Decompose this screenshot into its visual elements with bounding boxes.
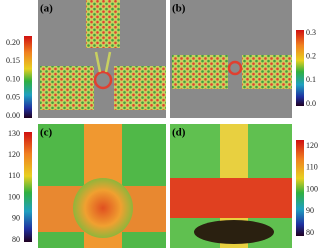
ring bbox=[227, 60, 243, 76]
colorbar-tick-label: 0.1 bbox=[306, 75, 316, 84]
colorbar-tick-label: 0.0 bbox=[306, 99, 316, 108]
lead-right bbox=[242, 55, 292, 89]
panel-a: (a) bbox=[24, 0, 166, 118]
heat-center bbox=[73, 178, 133, 238]
colorbar-tick-label: 0.10 bbox=[6, 74, 20, 83]
colorbar-tick-label: 100 bbox=[306, 184, 318, 193]
colorbar-tick-label: 110 bbox=[8, 171, 20, 180]
colorbar-tick-label: 0.00 bbox=[6, 111, 20, 120]
panel-label: (b) bbox=[172, 3, 186, 15]
ring bbox=[93, 70, 113, 90]
panel-label: (a) bbox=[40, 3, 53, 15]
colorbar bbox=[296, 140, 304, 236]
colorbar-tick-label: 80 bbox=[306, 228, 314, 237]
colorbar-tick-label: 0.2 bbox=[306, 51, 316, 60]
lead-left bbox=[172, 55, 228, 89]
colorbar-tick-label: 130 bbox=[8, 129, 20, 138]
colorbar-tick-label: 90 bbox=[306, 206, 314, 215]
colorbar-tick-label: 120 bbox=[306, 141, 318, 150]
colorbar bbox=[24, 36, 32, 118]
lead-right bbox=[114, 66, 166, 110]
colorbar-tick-label: 0.20 bbox=[6, 38, 20, 47]
bonds bbox=[94, 51, 112, 73]
colorbar-tick-label: 0.15 bbox=[6, 56, 20, 65]
colorbar-tick-label: 0.05 bbox=[6, 93, 20, 102]
colorbar-tick-label: 120 bbox=[8, 150, 20, 159]
colorbar bbox=[24, 132, 32, 242]
colorbar-tick-label: 0.3 bbox=[306, 28, 316, 37]
panel-d: (d) bbox=[170, 124, 304, 248]
panel-b: (b) bbox=[170, 0, 304, 118]
colorbar-tick-label: 110 bbox=[306, 163, 318, 172]
colorbar-tick-label: 90 bbox=[12, 214, 20, 223]
panel-c: (c) bbox=[24, 124, 166, 248]
heat-horizontal bbox=[170, 178, 292, 218]
lead-left bbox=[40, 66, 94, 110]
panel-label: (d) bbox=[172, 127, 186, 139]
dark-region bbox=[194, 220, 274, 244]
colorbar-tick-label: 80 bbox=[12, 235, 20, 244]
colorbar bbox=[296, 30, 304, 106]
strip bbox=[86, 0, 120, 48]
panel-label: (c) bbox=[40, 127, 53, 139]
colorbar-tick-label: 100 bbox=[8, 192, 20, 201]
